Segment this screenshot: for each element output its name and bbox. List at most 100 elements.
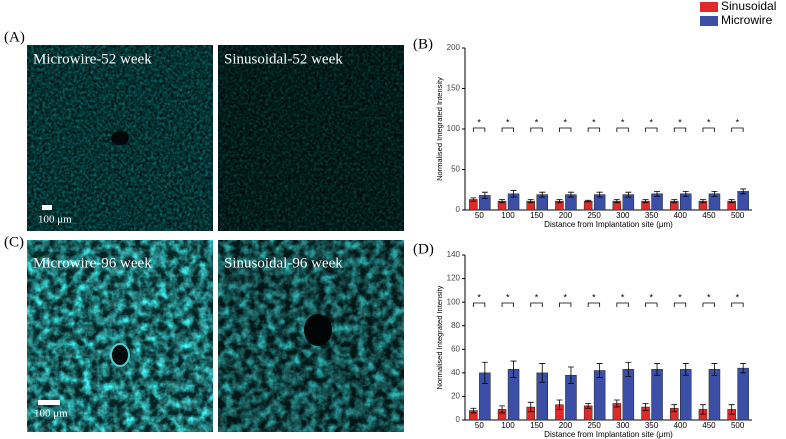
y-tick-label: 0 bbox=[456, 415, 461, 424]
error-bar bbox=[499, 199, 506, 204]
significance-bracket bbox=[501, 302, 514, 307]
significance-mark: * bbox=[563, 292, 567, 302]
x-tick-label: 450 bbox=[702, 421, 716, 430]
error-bar bbox=[625, 361, 632, 377]
y-tick-label: 150 bbox=[447, 84, 461, 93]
significance-mark: * bbox=[707, 292, 711, 302]
error-bar bbox=[567, 366, 574, 384]
error-bar bbox=[642, 199, 649, 204]
x-tick-label: 500 bbox=[731, 421, 745, 430]
significance-mark: * bbox=[592, 117, 596, 127]
significance-bracket bbox=[530, 127, 543, 132]
x-tick-label: 100 bbox=[501, 421, 515, 430]
significance-bracket bbox=[731, 127, 744, 132]
error-bar bbox=[556, 399, 563, 410]
x-tick-label: 250 bbox=[587, 421, 601, 430]
significance-mark: * bbox=[736, 292, 740, 302]
x-tick-label: 50 bbox=[475, 421, 484, 430]
y-axis-label: Normalised Integrated Intensity bbox=[435, 77, 444, 181]
error-bar bbox=[671, 199, 678, 204]
error-bar bbox=[654, 190, 661, 197]
error-bar bbox=[567, 191, 574, 198]
x-tick-label: 150 bbox=[530, 421, 544, 430]
error-bar bbox=[481, 361, 488, 384]
error-bar bbox=[596, 363, 603, 378]
error-bar bbox=[642, 403, 649, 411]
error-bar bbox=[699, 404, 706, 415]
significance-mark: * bbox=[535, 117, 539, 127]
significance-bracket bbox=[673, 127, 687, 132]
x-tick-label: 400 bbox=[674, 211, 688, 220]
error-bar bbox=[728, 199, 735, 204]
significance-mark: * bbox=[477, 292, 481, 302]
significance-mark: * bbox=[650, 292, 654, 302]
significance-bracket bbox=[731, 302, 744, 307]
y-tick-label: 60 bbox=[451, 344, 460, 353]
panel-label: (B) bbox=[413, 36, 433, 52]
error-bar bbox=[527, 199, 534, 204]
x-tick-label: 350 bbox=[645, 421, 659, 430]
error-bar bbox=[613, 199, 620, 204]
x-tick-label: 300 bbox=[616, 421, 630, 430]
error-bar bbox=[699, 199, 706, 204]
x-tick-label: 500 bbox=[731, 211, 745, 220]
significance-bracket bbox=[702, 127, 715, 132]
bar bbox=[583, 200, 593, 211]
x-tick-label: 200 bbox=[559, 421, 573, 430]
significance-mark: * bbox=[707, 117, 711, 127]
y-tick-label: 80 bbox=[451, 321, 460, 330]
error-bar bbox=[585, 199, 592, 203]
significance-bracket bbox=[645, 302, 658, 307]
significance-bracket bbox=[559, 302, 572, 307]
x-axis-label: Distance from Implantation site (μm) bbox=[544, 430, 673, 439]
image-panels bbox=[27, 45, 404, 432]
y-tick-label: 100 bbox=[447, 297, 461, 306]
error-bar bbox=[499, 405, 506, 414]
bar bbox=[622, 369, 635, 421]
significance-bracket bbox=[530, 302, 543, 307]
image-caption: Microwire-96 week bbox=[33, 255, 152, 271]
x-tick-label: 200 bbox=[559, 211, 573, 220]
significance-bracket bbox=[702, 302, 715, 307]
implant-site bbox=[304, 314, 332, 346]
error-bar bbox=[539, 363, 546, 383]
scale-label: 100 μm bbox=[38, 214, 72, 226]
y-tick-label: 0 bbox=[456, 205, 461, 214]
error-bar bbox=[510, 360, 517, 378]
y-tick-label: 40 bbox=[451, 368, 460, 377]
x-tick-label: 450 bbox=[702, 211, 716, 220]
error-bar bbox=[625, 191, 632, 198]
image-texture bbox=[218, 45, 404, 231]
y-axis-label: Normalised Integrated Intensity bbox=[435, 285, 444, 389]
error-bar bbox=[728, 404, 735, 415]
x-tick-label: 100 bbox=[501, 211, 515, 220]
x-tick-label: 150 bbox=[530, 211, 544, 220]
significance-bracket bbox=[501, 127, 514, 132]
bar bbox=[737, 367, 749, 421]
significance-mark: * bbox=[621, 117, 625, 127]
significance-bracket bbox=[587, 127, 601, 132]
image-caption: Microwire-52 week bbox=[33, 51, 152, 67]
error-bar bbox=[596, 191, 603, 198]
y-tick-label: 20 bbox=[451, 392, 460, 401]
legend-swatch bbox=[700, 2, 718, 12]
significance-mark: * bbox=[477, 117, 481, 127]
legend-swatch bbox=[700, 16, 718, 26]
implant-site bbox=[111, 131, 129, 145]
significance-bracket bbox=[559, 127, 572, 132]
x-tick-label: 300 bbox=[616, 211, 630, 220]
scale-bar bbox=[42, 205, 52, 210]
error-bar bbox=[671, 404, 678, 413]
error-bar bbox=[711, 190, 718, 197]
error-bar bbox=[510, 190, 517, 198]
significance-mark: * bbox=[563, 117, 567, 127]
image-caption: Sinusoidal-52 week bbox=[224, 51, 343, 67]
significance-bracket bbox=[616, 302, 629, 307]
bar bbox=[680, 369, 692, 421]
scale-bar bbox=[38, 400, 60, 405]
error-bar bbox=[682, 190, 689, 197]
error-bar bbox=[654, 363, 661, 376]
significance-mark: * bbox=[678, 292, 682, 302]
y-tick-label: 200 bbox=[447, 43, 461, 52]
error-bar bbox=[470, 197, 477, 202]
